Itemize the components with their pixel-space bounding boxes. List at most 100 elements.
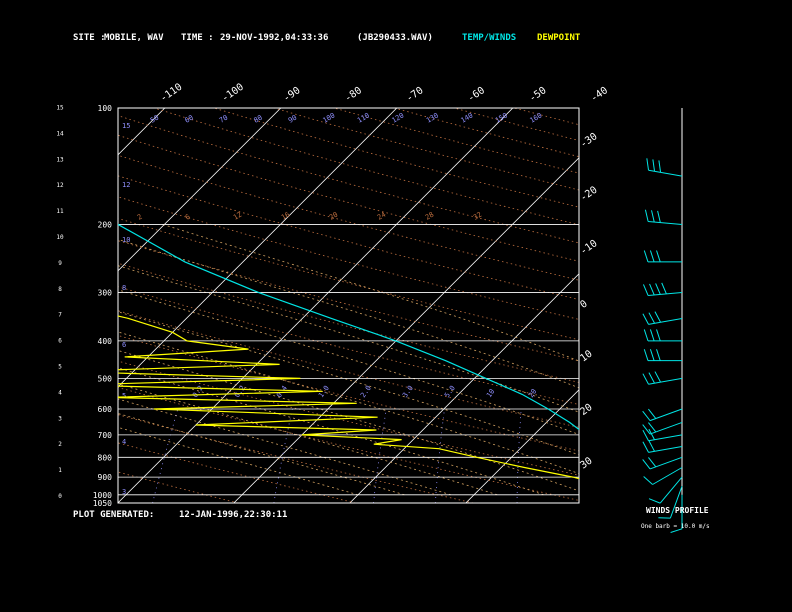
height-label: 0 [58,493,62,500]
theta-label: 24 [376,211,387,222]
height-label: 5 [58,364,62,371]
pressure-tick-label: 500 [98,374,113,383]
dewpoint-trace [118,315,579,480]
dry-adiabat-line [118,335,579,452]
wind-barb-staff [669,486,683,519]
top-temperature-label: -70 [404,85,425,104]
height-label: 13 [56,156,64,163]
dry-adiabat-line [118,286,579,405]
mixing-ratio-value-label: 0.2 [233,384,247,399]
wind-barb-staff [659,476,683,504]
wind-barb-flag [670,528,683,533]
wind-barb-flag [648,372,655,384]
dry-adiabat-line [118,414,474,503]
wind-barb-flag [644,209,649,222]
mixing-ratio-label: 6 [122,341,126,349]
mixing-ratio-value-label: 10 [485,388,496,400]
isotherm-line [582,108,792,503]
wind-barb-flag [656,349,661,361]
dry-adiabat-line [118,115,579,244]
wind-barb-flag [646,158,650,171]
chart-labels: 20030040050060070080090010001050100-110-… [56,82,610,508]
wind-barb-flag [642,429,649,442]
isotherm-line [118,108,398,388]
dry-adiabat-label: 100 [322,111,337,124]
isotherm-line [118,108,282,272]
dry-adiabat-label: 150 [494,111,509,124]
temperature-line [118,223,579,431]
wind-barb-flag [642,441,649,453]
moist-adiabat-line [118,350,579,492]
wind-barb-staff [649,456,683,470]
dry-adiabat-label: 60 [184,114,195,125]
file-name: (JB290433.WAV) [357,33,433,43]
top-temperature-label: -110 [158,82,184,105]
time-label: TIME : [181,33,214,43]
dry-adiabat-line [118,442,356,503]
theta-label: 12 [232,211,243,222]
right-temperature-label: 0 [578,298,589,310]
wind-barb-flag [648,440,655,452]
wind-barb-flag [654,311,662,323]
legend-temp-winds: TEMP/WINDS [462,33,517,43]
wind-barb-flag [643,476,653,485]
right-temperature-label: 10 [578,349,594,365]
height-label: 9 [58,260,62,267]
wind-barb-flag [658,160,662,173]
mixing-ratio-line [751,409,763,503]
mixing-ratio-label: 3 [122,488,126,496]
isotherms [118,108,792,503]
height-label: 11 [56,208,64,215]
height-label: 12 [56,182,64,189]
mixing-ratio-label: 12 [122,181,130,189]
isotherm-line [698,108,792,503]
mixing-ratio-line [516,408,522,503]
isotherm-line [118,108,166,156]
right-temperature-label: -20 [578,185,599,204]
wind-barb-flag [656,250,661,263]
dry-adiabat-line [118,262,579,383]
height-label: 2 [58,441,62,448]
winds-profile [642,108,683,533]
mixing-ratio-value-label: 0.2 [191,384,205,399]
pressure-tick-label: 200 [98,220,113,229]
mixing-ratio-line [434,408,445,503]
wind-barb-flag [652,159,656,172]
height-label: 7 [58,312,62,319]
wind-barb-staff [649,421,683,435]
moist-adiabats [118,224,579,496]
pressure-tick-label: 300 [98,289,113,298]
wind-barb-flag [649,329,655,342]
wind-barb-flag [642,284,649,296]
wind-barb-flag [651,210,655,223]
dry-adiabat-line [118,360,579,476]
height-label: 8 [58,286,62,293]
height-label: 6 [58,338,62,345]
wind-barb-staff [648,220,683,225]
moist-adiabat-line [118,331,579,475]
wind-barb-flag [648,498,661,504]
time-value: 29-NOV-1992,04:33:36 [220,33,329,43]
pressure-tick-label: 400 [98,337,113,346]
wind-barb-flag [642,459,651,470]
plot-border [117,107,580,504]
isotherm-line [233,157,579,503]
mixing-ratio-line [595,409,596,503]
wind-barb-flag [643,329,649,342]
barb-scale-note: One barb = 10.0 m/s [641,523,710,530]
isotherm-line [349,273,579,503]
mixing-ratio-label: 10 [122,236,130,244]
height-label: 15 [56,105,64,112]
moist-adiabat-line [118,413,405,496]
dry-adiabat-line [118,134,579,262]
height-label: 14 [56,130,64,137]
mixing-ratio-label: 5 [122,392,126,400]
dry-adiabat-label: 80 [253,114,264,125]
wind-barb-flag [649,250,655,263]
mixing-ratio-value-label: 20 [527,388,538,400]
dry-adiabat-line [118,387,579,501]
dry-adiabat-line [118,310,579,428]
pressure-lines [118,224,579,504]
dry-adiabat-line [514,108,579,126]
